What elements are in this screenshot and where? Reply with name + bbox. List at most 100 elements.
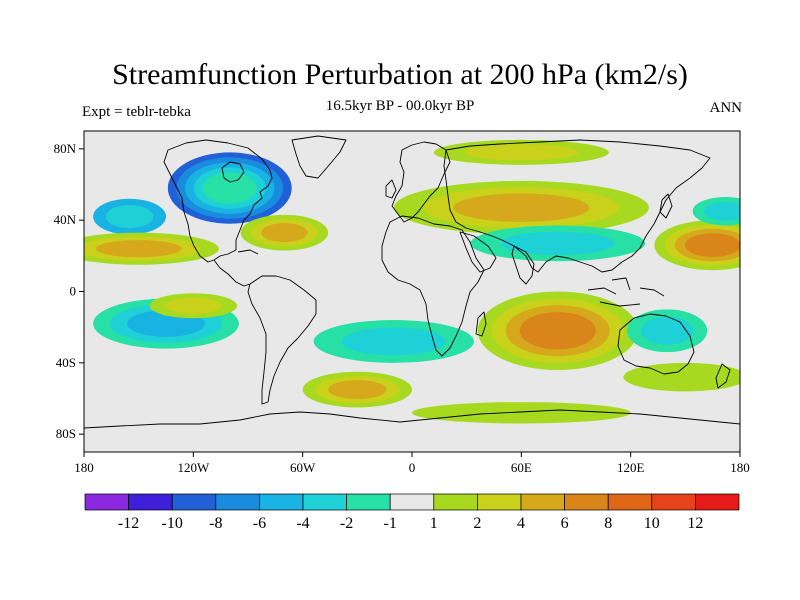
anomaly-west-atlantic-high [240,214,329,251]
x-tick-label: 0 [409,460,416,475]
y-tick-label: 40N [54,212,77,227]
colorbar-swatch [84,493,129,511]
coast-southeast-asia-islands [587,277,665,307]
coast-madagascar [475,311,487,337]
coast-hudson-bay [221,161,245,183]
coastlines [84,135,740,429]
coast-greenland [291,135,347,179]
colorbar-label: 2 [473,515,481,532]
experiment-label: Expt = teblr-tebka [82,104,191,120]
map-title: Streamfunction Perturbation at 200 hPa (… [112,58,688,91]
coast-india [511,245,535,285]
coast-africa [381,215,485,357]
colorbar-label: 12 [687,515,703,532]
contour-fill [464,144,579,161]
colorbar-label: -2 [340,515,353,532]
coast-north-america [163,139,273,263]
colorbar-label: -12 [118,515,139,532]
coast-arabia [459,231,497,273]
contour-fill [641,316,694,345]
colorbar-swatch [171,493,217,511]
colorbar-label: 1 [430,515,438,532]
anomaly-australia-low [627,309,708,353]
anomaly-eurasia-high [393,180,649,235]
x-tick-label: 180 [74,460,94,475]
contour-fill [202,172,258,204]
contour-fill [623,362,740,392]
contour-fill [261,223,308,243]
colorbar-swatch [564,493,609,511]
anomaly-layer [84,139,740,424]
contour-fill [105,205,154,229]
colorbar-label: 4 [517,515,525,532]
colorbar-swatch [259,493,304,511]
contour-fill [704,201,740,221]
map-subtitle: 16.5kyr BP - 00.0kyr BP [325,98,475,114]
coast-south-america [247,275,317,405]
colorbar-swatch [215,493,260,511]
colorbar-swatch [477,493,522,511]
season-label: ANN [709,100,743,116]
colorbar-swatch [389,493,435,511]
colorbar-label: -10 [162,515,183,532]
anomaly-indian-ocean-high [477,291,638,370]
x-tick-label: 60W [290,460,316,475]
colorbar-label: 8 [604,515,612,532]
x-tick-label: 60E [511,460,532,475]
anomaly-arctic-high [433,139,609,165]
colorbar-label: -1 [384,515,397,532]
contour-fill [684,233,740,257]
contour-fill [95,240,182,258]
coast-british-isles [385,179,397,199]
contour-fill [500,231,615,255]
colorbar-swatch [128,493,173,511]
anomaly-south-america-high [149,293,238,319]
colorbar: -12 -10 -8 -6 -4 -2 -1 1 2 4 6 8 10 12 [84,493,740,532]
colorbar-swatch [520,493,565,511]
anomaly-southern-high [302,371,413,408]
colorbar-swatch [695,493,740,511]
coast-asia [443,139,711,273]
coast-europe [391,141,451,223]
longitude-axis: 180 120W 60W 0 60E 120E 180 [74,452,750,475]
y-tick-label: 40S [56,355,76,370]
anomaly-antarctic-high [411,402,631,424]
contour-fill [519,312,596,350]
anomaly-central-pacific-high [84,232,219,265]
anomaly-northeast-pacific-low [93,198,166,235]
y-tick-label: 80S [56,426,76,441]
coast-australia [617,313,695,375]
y-tick-label: 0 [70,284,77,299]
x-tick-label: 180 [730,460,750,475]
map-panel [83,130,741,453]
colorbar-swatch [433,493,478,511]
colorbar-swatch [607,493,653,511]
contour-fill [341,327,446,356]
colorbar-swatch [346,493,391,511]
anomaly-north-america-low [167,152,292,224]
contour-fill [328,380,387,400]
colorbar-label: -6 [253,515,266,532]
colorbar-swatch [302,493,347,511]
coast-cuba [237,249,259,255]
coast-central-america [213,259,251,287]
anomaly-asia-low [470,225,646,262]
contour-fill [164,297,222,314]
coast-japan [659,193,673,219]
latitude-axis: 80N 40N 0 40S 80S [54,141,84,441]
x-tick-label: 120W [177,460,210,475]
anomaly-south-indian-high [623,362,740,392]
anomaly-south-atlantic-low [313,320,474,363]
contour-fill [453,193,590,222]
colorbar-label: 6 [561,515,569,532]
colorbar-label: 10 [644,515,660,532]
colorbar-label: -4 [296,515,309,532]
anomaly-west-pacific-high [654,220,740,271]
y-tick-label: 80N [54,141,77,156]
x-tick-label: 120E [617,460,645,475]
contour-fill [411,402,631,424]
coast-new-zealand [715,363,731,389]
coast-antarctica [84,409,740,429]
colorbar-label: -8 [209,515,222,532]
